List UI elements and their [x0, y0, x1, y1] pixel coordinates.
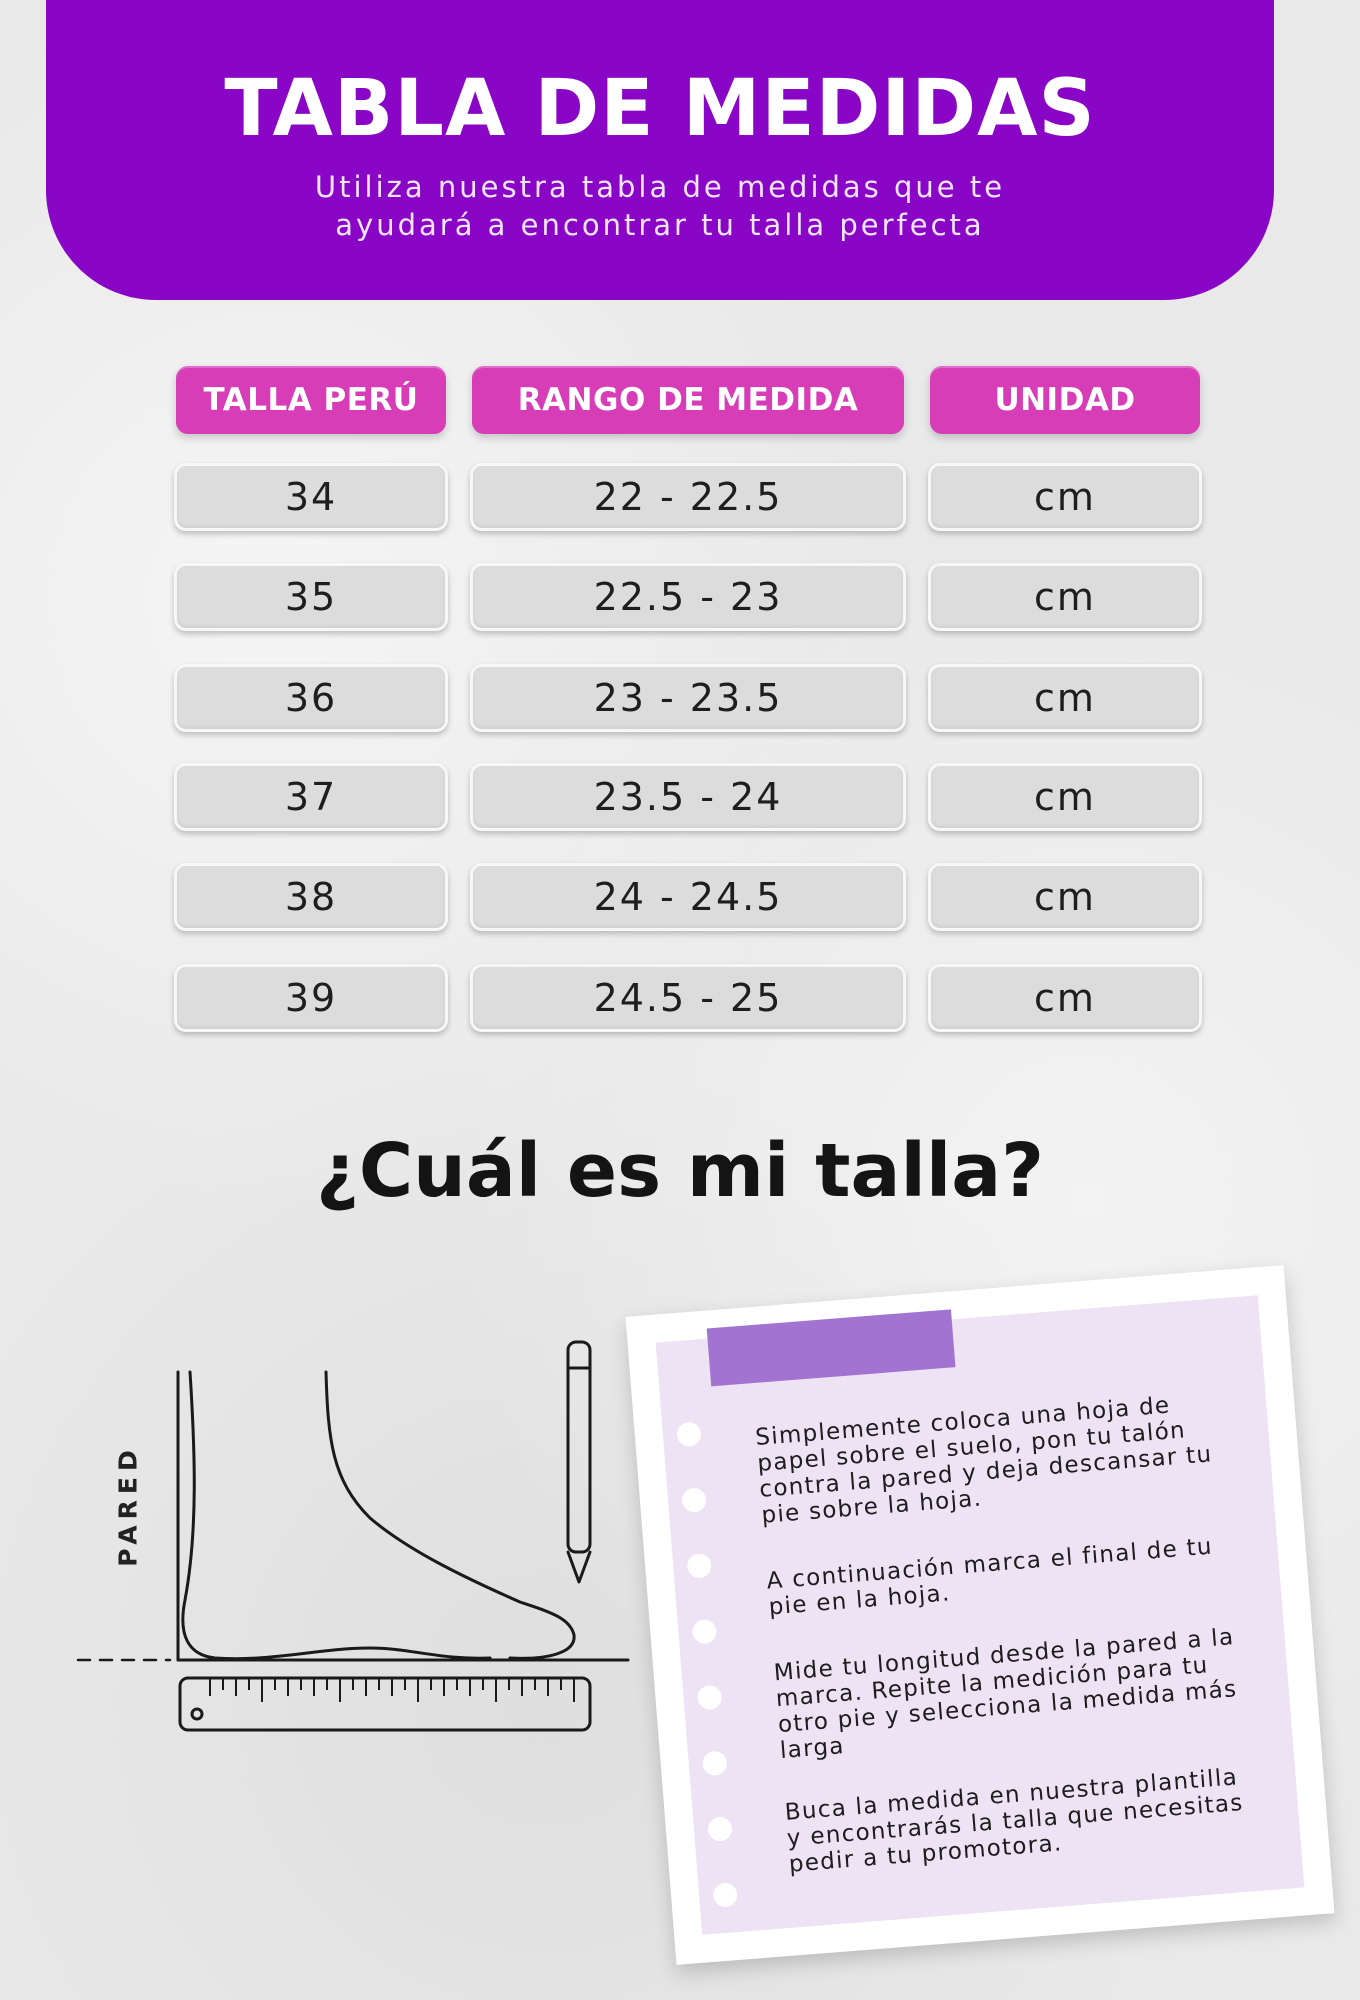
table-cell-unidad: cm — [928, 863, 1202, 931]
subtitle-line-2: ayudará a encontrar tu talla perfecta — [335, 208, 985, 242]
column-header-talla: TALLA PERÚ — [176, 366, 446, 434]
table-cell-talla: 39 — [174, 964, 448, 1032]
table-cell-unidad: cm — [928, 563, 1202, 631]
table-cell-rango: 22.5 - 23 — [470, 563, 906, 631]
table-cell-rango: 22 - 22.5 — [470, 463, 906, 531]
table-cell-rango: 23 - 23.5 — [470, 664, 906, 732]
ruler-ticks — [209, 1678, 575, 1702]
foot-measure-icon — [76, 1340, 630, 1732]
table-cell-rango: 24.5 - 25 — [470, 964, 906, 1032]
header-banner: TABLA DE MEDIDAS Utiliza nuestra tabla d… — [46, 0, 1274, 300]
pencil-tip — [566, 1550, 592, 1584]
column-header-unidad: UNIDAD — [930, 366, 1200, 434]
pencil-body — [566, 1340, 592, 1554]
column-header-rango: RANGO DE MEDIDA — [472, 366, 904, 434]
section-question: ¿Cuál es mi talla? — [315, 1128, 1045, 1214]
foot-top-outline — [324, 1370, 576, 1660]
subtitle-line-1: Utiliza nuestra tabla de medidas que te — [314, 170, 1006, 204]
table-cell-talla: 37 — [174, 763, 448, 831]
page-title: TABLA DE MEDIDAS — [224, 64, 1096, 154]
table-cell-rango: 23.5 - 24 — [470, 763, 906, 831]
ruler-hole — [190, 1707, 204, 1721]
table-cell-unidad: cm — [928, 964, 1202, 1032]
page-subtitle: Utiliza nuestra tabla de medidas que te … — [46, 168, 1274, 244]
table-cell-unidad: cm — [928, 763, 1202, 831]
ruler-body — [178, 1676, 592, 1732]
foot-heel-outline — [181, 1370, 492, 1661]
table-cell-talla: 36 — [174, 664, 448, 732]
table-cell-talla: 38 — [174, 863, 448, 931]
table-cell-talla: 35 — [174, 563, 448, 631]
table-cell-rango: 24 - 24.5 — [470, 863, 906, 931]
table-cell-unidad: cm — [928, 463, 1202, 531]
table-cell-talla: 34 — [174, 463, 448, 531]
instructions-note: Simplemente coloca una hoja de papel sob… — [625, 1265, 1335, 1965]
table-cell-unidad: cm — [928, 664, 1202, 732]
